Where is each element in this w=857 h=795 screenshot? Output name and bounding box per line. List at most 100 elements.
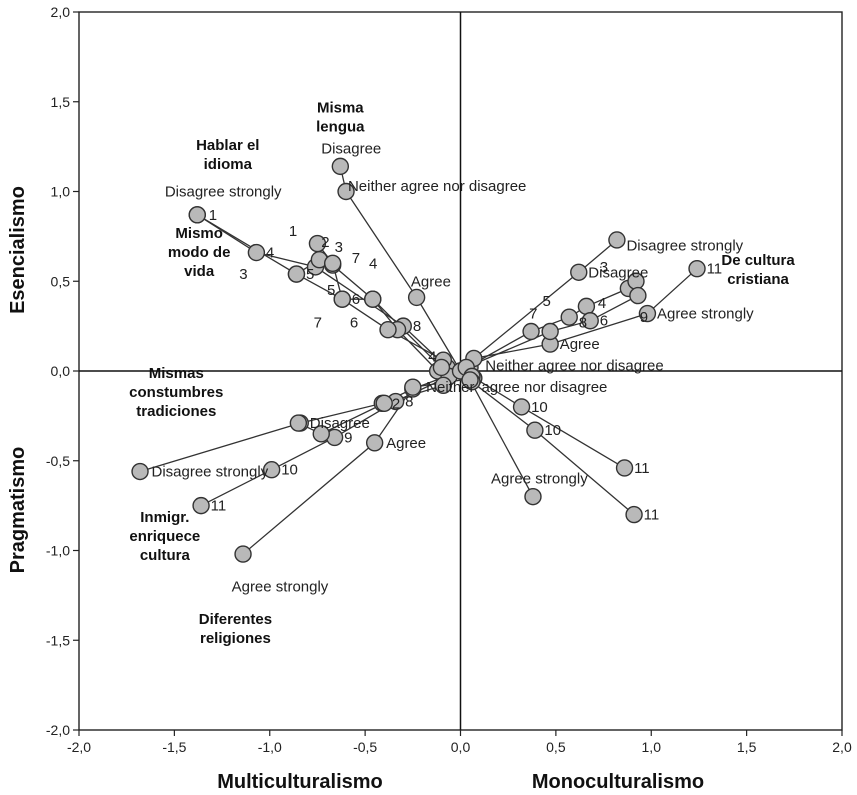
x-tick-label: -1,5: [162, 739, 186, 755]
category-point: [247, 243, 266, 262]
category-point: [333, 290, 351, 308]
category-point: [379, 321, 397, 339]
category-label: Agree strongly: [232, 578, 329, 595]
category-label: 11: [707, 261, 723, 278]
category-label: Disagree: [310, 415, 370, 432]
category-point: [625, 505, 643, 524]
category-label: agree nor disagree: [481, 379, 607, 396]
category-point: [365, 434, 384, 452]
category-point: [289, 414, 308, 432]
x-tick-label: 1,0: [642, 739, 662, 755]
category-point: [615, 459, 634, 477]
y-tick-label: 1,5: [51, 94, 71, 110]
category-label: Disagree: [321, 140, 381, 157]
category-label: 11: [644, 507, 660, 524]
y-tick-label: 1,0: [51, 184, 71, 200]
category-label: 6: [352, 291, 360, 308]
category-point: [526, 421, 544, 439]
category-point: [461, 371, 479, 389]
x-tick-label: 2,0: [832, 739, 852, 755]
category-point: [312, 425, 330, 443]
category-point: [608, 231, 626, 249]
category-label: 4: [266, 245, 274, 262]
category-point: [323, 254, 342, 272]
category-label: 2: [321, 234, 329, 251]
category-point: [688, 259, 706, 278]
category-label: 5: [327, 282, 335, 299]
category-point: [541, 322, 559, 341]
category-label: Neither agree nor disagree: [485, 358, 663, 375]
category-label: 1: [209, 207, 217, 224]
x-tick-label: -2,0: [67, 739, 91, 755]
category-point: [188, 206, 206, 224]
category-label: 5: [543, 293, 551, 310]
category-label: Agree strongly: [657, 306, 754, 323]
variable-names: Misma lengua Hablar el idioma Mismo modo de vi…: [129, 100, 795, 648]
category-label: Agree: [386, 435, 426, 452]
category-label: 4: [598, 295, 606, 312]
category-label: 3: [600, 259, 608, 276]
category-label: Neither agree nor disagree: [348, 178, 526, 195]
y-tick-label: -0,5: [46, 453, 70, 469]
category-point: [581, 312, 599, 330]
category-point: [192, 496, 210, 515]
category-point: [522, 322, 540, 341]
category-label: 3: [239, 266, 247, 283]
category-label: Neither: [426, 379, 474, 396]
category-label: 6: [350, 315, 358, 332]
category-label: 3: [335, 239, 343, 256]
category-path: [465, 295, 639, 368]
category-point: [560, 308, 578, 326]
x-tick-label: -1,0: [258, 739, 282, 755]
variable-name: Hablar el idioma: [196, 137, 259, 173]
category-label: 10: [531, 399, 548, 416]
y-tick-label: 2,0: [51, 4, 71, 20]
y-axis-title-bottom: Pragmatismo: [7, 447, 29, 574]
category-point: [287, 265, 306, 283]
category-point: [512, 398, 531, 416]
category-label: 9: [344, 429, 352, 446]
x-tick-label: 1,5: [737, 739, 757, 755]
category-label: Agree: [560, 336, 600, 353]
category-path: [296, 273, 444, 361]
category-label: 2: [392, 395, 400, 412]
category-point: [638, 304, 657, 323]
variable-name: Misma lengua: [316, 100, 365, 136]
y-tick-label: -1,0: [46, 543, 70, 559]
variable-name: Mismo modo de vida: [168, 225, 231, 280]
tick-labels: -2,0 -1,5 -1,0 -0,5 0,0 0,5 1,0 1,5 2,0 2,0 1,5 1,0…: [46, 4, 852, 755]
category-label: 8: [413, 318, 421, 335]
category-point: [629, 286, 647, 305]
category-label: 9: [640, 309, 648, 326]
category-point: [131, 462, 149, 481]
category-point: [337, 182, 355, 201]
category-point: [524, 487, 542, 506]
category-label: 7: [352, 250, 360, 267]
category-label: 6: [600, 313, 608, 330]
variable-name: Mismas constumbres tradiciones: [129, 365, 223, 420]
category-label: Disagree strongly: [151, 464, 268, 481]
y-tick-label: 0,5: [51, 273, 71, 289]
category-point: [407, 288, 426, 307]
category-label: 4: [369, 255, 377, 272]
category-label: 1: [289, 223, 297, 240]
category-label: Agree: [411, 273, 451, 290]
x-tick-label: 0,0: [451, 739, 471, 755]
category-label: 7: [314, 315, 322, 332]
y-tick-label: -1,5: [46, 632, 70, 648]
category-point: [434, 376, 453, 395]
x-tick-label: 0,5: [546, 739, 566, 755]
category-label: Disagree: [588, 264, 648, 281]
variable-name: Inmigr. enriquece cultura: [129, 509, 200, 564]
category-point: [308, 234, 327, 253]
category-point: [577, 297, 596, 316]
category-label: 10: [544, 422, 561, 439]
x-axis-title-left: Multiculturalismo: [217, 771, 383, 793]
category-path: [469, 379, 534, 497]
category-point: [364, 290, 382, 308]
category-point: [432, 358, 451, 377]
x-axis-title-right: Monoculturalismo: [532, 771, 704, 793]
category-label: 7: [529, 306, 537, 323]
category-label: Disagree strongly: [626, 237, 743, 254]
category-points: [131, 157, 706, 563]
